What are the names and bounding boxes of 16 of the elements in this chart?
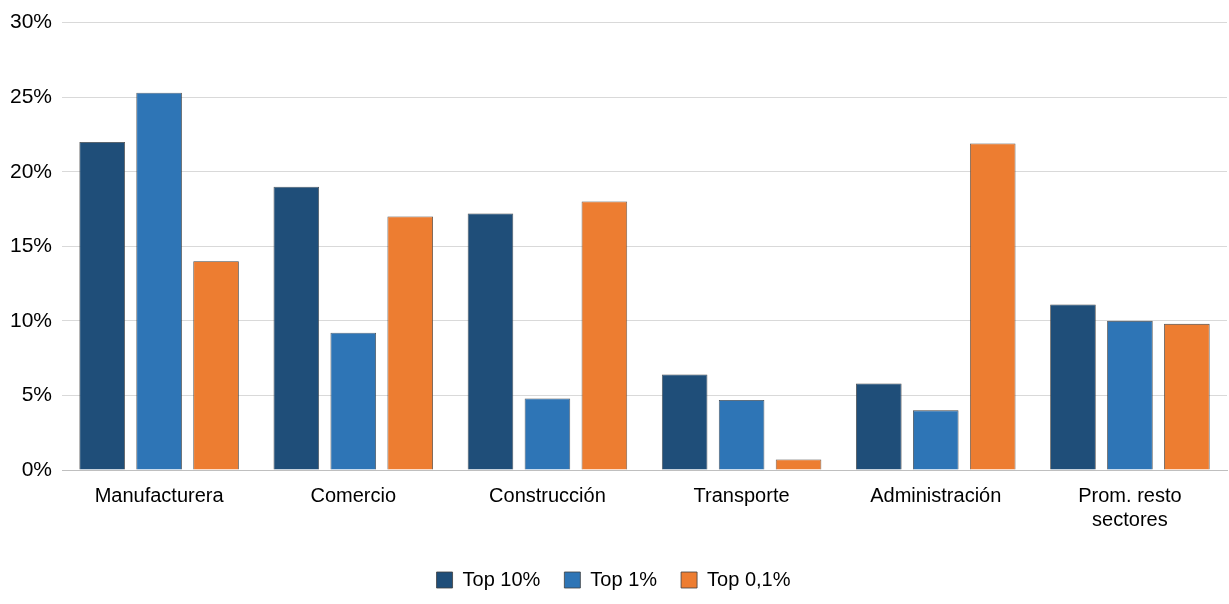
y-tick-label: 15% (10, 233, 53, 257)
x-tick-label: Prom. resto sectores (1078, 483, 1182, 530)
y-tick-label: 25% (10, 83, 53, 107)
x-tick-label: Transporte (693, 483, 790, 506)
y-tick-label: 0% (21, 456, 53, 480)
x-tick-label: Manufacturera (94, 483, 225, 506)
y-tick-label: 20% (10, 158, 53, 182)
legend-label: Top 0,1% (707, 567, 791, 590)
y-tick-label: 10% (10, 307, 53, 331)
y-tick-label: 30% (10, 9, 53, 33)
x-tick-label: Comercio (310, 483, 397, 506)
legend-label: Top 1% (590, 567, 658, 590)
x-tick-label: Construcción (489, 483, 606, 506)
legend-label: Top 10% (462, 567, 541, 590)
y-tick-label: 5% (21, 382, 53, 406)
x-tick-label: Administración (870, 483, 1002, 506)
